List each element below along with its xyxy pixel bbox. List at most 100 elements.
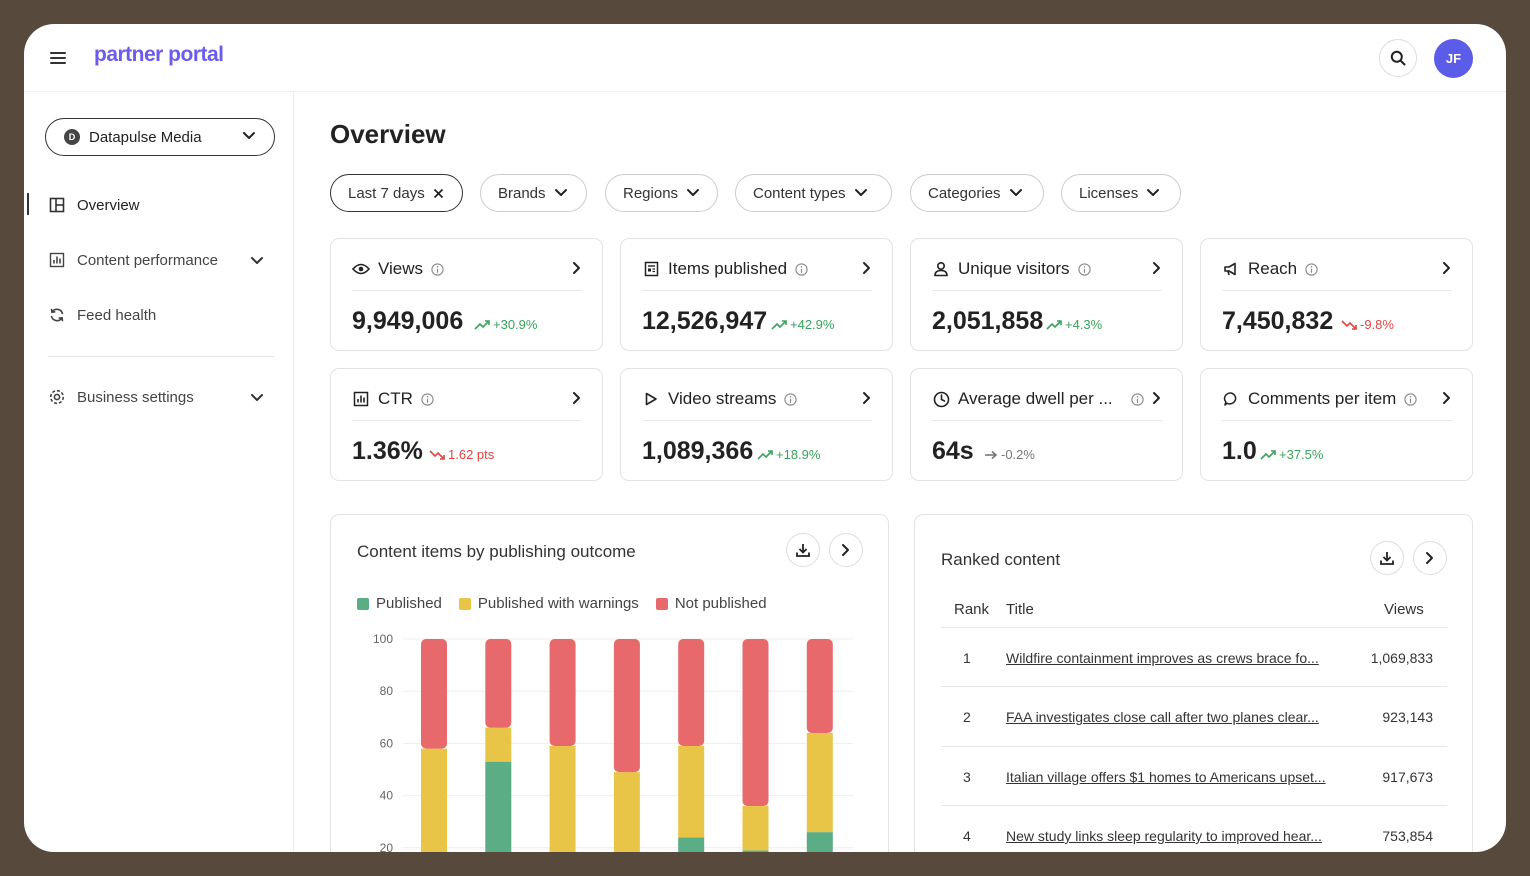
metric-card-items-published[interactable]: Items published 12,526,947 +42.9%: [620, 238, 893, 351]
metric-label: Comments per item: [1248, 389, 1397, 408]
chevron-down-icon: [554, 189, 567, 196]
info-icon[interactable]: [1305, 262, 1318, 276]
column-header-views[interactable]: Views: [1384, 601, 1424, 618]
filter-brands[interactable]: Brands: [480, 174, 587, 212]
row-title-link[interactable]: FAA investigates close call after two pl…: [1006, 709, 1319, 725]
chevron-right-icon[interactable]: [1152, 391, 1162, 405]
info-icon[interactable]: [1077, 262, 1091, 276]
column-header-title[interactable]: Title: [1006, 601, 1034, 618]
bar-segment-published-with-warnings: [485, 727, 512, 762]
table-row: 3 Italian village offers $1 homes to Ame…: [941, 746, 1447, 806]
gear-icon: [48, 388, 66, 406]
publishing-outcome-panel: Content items by publishing outcome Publ…: [330, 514, 889, 852]
legend-swatch: [655, 597, 668, 610]
metric-card-ctr[interactable]: CTR 1.36% 1.62 pts: [330, 368, 603, 481]
chevron-right-icon[interactable]: [862, 391, 872, 405]
y-tick-label: 20: [380, 841, 394, 852]
eye-icon: [352, 260, 370, 278]
filter-categories[interactable]: Categories: [910, 174, 1044, 212]
chevron-right-icon[interactable]: [1152, 261, 1162, 275]
info-icon[interactable]: [795, 262, 808, 276]
metric-label: Items published: [668, 259, 788, 278]
row-title-link[interactable]: Wildfire containment improves as crews b…: [1006, 650, 1319, 666]
user-avatar[interactable]: JF: [1434, 39, 1473, 78]
filter-label: Brands: [498, 184, 546, 202]
filter-regions[interactable]: Regions: [605, 174, 718, 212]
row-rank: 3: [963, 769, 971, 785]
metric-value: 7,450,832: [1222, 307, 1334, 335]
sidebar-item-content-performance[interactable]: Content performance: [48, 251, 218, 269]
filter-label: Licenses: [1079, 184, 1139, 202]
info-icon[interactable]: [421, 392, 434, 406]
filter-date-range[interactable]: Last 7 days: [330, 174, 463, 212]
search-button[interactable]: [1379, 39, 1417, 77]
metric-delta: 1.62 pts: [429, 447, 494, 462]
sidebar-item-feed-health[interactable]: Feed health: [48, 306, 156, 324]
close-icon[interactable]: [433, 188, 444, 199]
y-tick-label: 40: [380, 789, 394, 803]
y-tick-label: 100: [373, 632, 393, 646]
metric-label: Reach: [1248, 259, 1298, 278]
metric-card-views[interactable]: Views 9,949,006 +30.9%: [330, 238, 603, 351]
filter-content-types[interactable]: Content types: [735, 174, 892, 212]
metric-label: CTR: [378, 389, 413, 408]
download-button[interactable]: [786, 533, 820, 567]
row-title-link[interactable]: New study links sleep regularity to impr…: [1006, 828, 1322, 844]
open-details-button[interactable]: [829, 533, 863, 567]
panel-title: Ranked content: [941, 550, 1061, 569]
metric-card-video-streams[interactable]: Video streams 1,089,366 +18.9%: [620, 368, 893, 481]
chevron-down-icon[interactable]: [250, 393, 264, 403]
bar-segment-not-published: [485, 639, 512, 728]
metric-card-unique-visitors[interactable]: Unique visitors 2,051,858 +4.3%: [910, 238, 1183, 351]
sidebar-item-label: Business settings: [77, 388, 194, 406]
metric-card-reach[interactable]: Reach 7,450,832 -9.8%: [1200, 238, 1473, 351]
menu-icon[interactable]: [50, 50, 68, 66]
chevron-down-icon: [687, 189, 700, 196]
chevron-right-icon[interactable]: [572, 391, 582, 405]
filter-label: Regions: [623, 184, 679, 202]
bar-segment-published-with-warnings: [806, 732, 833, 833]
sidebar-item-business-settings[interactable]: Business settings: [48, 388, 194, 406]
sidebar-item-label: Overview: [77, 196, 140, 214]
bar-segment-published-with-warnings: [742, 806, 769, 851]
org-name: Datapulse Media: [89, 128, 202, 146]
column-header-rank[interactable]: Rank: [954, 601, 990, 618]
info-icon[interactable]: [784, 392, 798, 406]
page-title: Overview: [330, 119, 446, 149]
sidebar-divider: [48, 356, 274, 357]
sidebar: D Datapulse Media Overview Content perfo…: [24, 92, 294, 852]
chevron-right-icon: [842, 544, 849, 556]
chevron-right-icon[interactable]: [862, 261, 872, 275]
info-icon[interactable]: [431, 262, 444, 276]
info-icon[interactable]: [1404, 392, 1417, 406]
organization-select[interactable]: D Datapulse Media: [45, 118, 275, 156]
legend-item-published[interactable]: Published: [357, 595, 442, 612]
bar-segment-published-with-warnings: [421, 748, 447, 852]
legend-item-published-with-warnings[interactable]: Published with warnings: [458, 595, 639, 612]
chart-legend: Published Published with warnings Not pu…: [357, 595, 784, 612]
chevron-right-icon[interactable]: [1442, 261, 1452, 275]
play-icon: [642, 390, 660, 408]
refresh-icon: [48, 306, 66, 324]
app-window: partner portal JF D Datapulse Media Over…: [24, 24, 1506, 852]
active-indicator: [27, 193, 29, 215]
chevron-right-icon[interactable]: [1442, 391, 1452, 405]
filter-licenses[interactable]: Licenses: [1061, 174, 1181, 212]
bar-segment-published-with-warnings: [613, 772, 640, 852]
download-icon: [796, 544, 810, 557]
metric-card-comments-per-item[interactable]: Comments per item 1.0 +37.5%: [1200, 368, 1473, 481]
brand-logo[interactable]: partner portal: [94, 43, 224, 66]
sidebar-item-overview[interactable]: Overview: [48, 196, 140, 214]
chevron-down-icon[interactable]: [250, 256, 264, 266]
metric-label: Average dwell per ...: [958, 389, 1113, 408]
metric-value: 1.0: [1222, 437, 1257, 465]
metric-delta: +18.9%: [757, 447, 820, 462]
download-icon: [1380, 552, 1394, 565]
download-button[interactable]: [1370, 541, 1404, 575]
chevron-right-icon[interactable]: [572, 261, 582, 275]
open-details-button[interactable]: [1413, 541, 1447, 575]
row-title-link[interactable]: Italian village offers $1 homes to Ameri…: [1006, 769, 1326, 785]
legend-item-not-published[interactable]: Not published: [655, 595, 767, 612]
metric-card-average-dwell[interactable]: Average dwell per ... 64s -0.2%: [910, 368, 1183, 481]
info-icon[interactable]: [1131, 392, 1144, 406]
